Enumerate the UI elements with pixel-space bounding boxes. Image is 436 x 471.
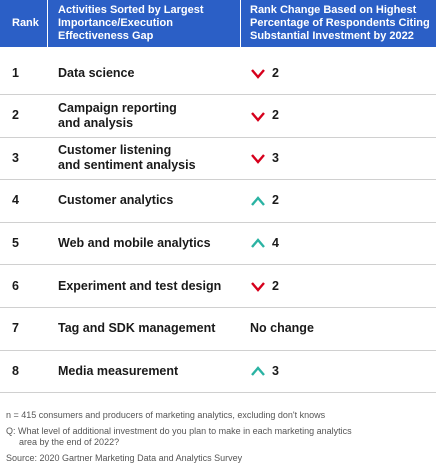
table-row: 8 Media measurement 3	[0, 350, 436, 394]
table-row: 6 Experiment and test design 2	[0, 265, 436, 308]
header-text: Rank Change Based on Highest	[250, 4, 417, 16]
change-cell: 2	[250, 95, 279, 137]
activity: Customer analytics	[58, 193, 174, 208]
activity-cell: Tag and SDK management	[58, 308, 215, 350]
rank-cell: 2	[12, 95, 19, 137]
arrow-up	[251, 366, 265, 376]
rank-change: 2	[272, 108, 279, 123]
rank-cell: 6	[12, 265, 19, 307]
rank-change: 2	[272, 278, 279, 293]
header-text: Substantial Investment by 2022	[250, 30, 414, 42]
table-row: 5 Web and mobile analytics 4	[0, 222, 436, 266]
activity: Customer listening	[58, 143, 172, 158]
rank-change: 2	[272, 65, 279, 80]
header-cell: Rank	[12, 0, 39, 47]
header-text: Importance/Execution	[58, 17, 173, 29]
rank-change: 2	[272, 193, 279, 208]
change-cell: No change	[250, 308, 314, 350]
arrow-up	[251, 238, 265, 249]
table-header: Rank Activities Sorted by Largest Import…	[0, 0, 436, 47]
table-row: 3 Customer listening and sentiment analysi…	[0, 137, 436, 181]
change-cell: 3	[250, 137, 279, 179]
rank: 2	[12, 108, 19, 123]
rank-cell: 5	[12, 222, 19, 264]
rank-cell: 4	[12, 180, 19, 222]
activity-cell: Web and mobile analytics	[58, 222, 211, 264]
table-row: 1 Data science 2	[0, 52, 436, 95]
separator	[240, 0, 241, 47]
change-cell: 2	[250, 265, 279, 307]
rank-cell: 3	[12, 137, 19, 179]
activity: and sentiment analysis	[58, 158, 196, 173]
rank-change: 3	[272, 150, 279, 165]
note: area by the end of 2022?	[19, 437, 120, 447]
header-text: Rank	[12, 17, 39, 29]
table-row: 4 Customer analytics 2	[0, 180, 436, 223]
activity: Campaign reporting	[58, 100, 177, 115]
header-cell: Activities Sorted by Largest Importance/…	[58, 0, 204, 47]
change-cell: 2	[250, 52, 279, 94]
rank-change: No change	[250, 321, 314, 336]
rank: 5	[12, 235, 19, 250]
activity: Tag and SDK management	[58, 321, 216, 336]
rank: 8	[12, 363, 19, 378]
table-row: 2 Campaign reporting and analysis 2	[0, 95, 436, 138]
rank-cell: 1	[12, 52, 19, 94]
chevron	[251, 238, 265, 249]
chevron	[251, 111, 265, 122]
activity-cell: Media measurement	[58, 350, 178, 392]
header-text: Effectiveness Gap	[58, 30, 154, 42]
rank: 3	[12, 150, 19, 165]
activity: Experiment and test design	[58, 278, 222, 293]
note: Q: What level of additional investment d…	[6, 426, 352, 436]
rank: 4	[12, 193, 19, 208]
chevron	[251, 69, 265, 79]
arrow-down	[251, 282, 265, 292]
activity: Data science	[58, 65, 135, 80]
note: n = 415 consumers and producers of marke…	[6, 410, 326, 420]
rank: 1	[12, 65, 19, 80]
rank-change: 3	[272, 363, 279, 378]
table-row: 7 Tag and SDK management No change	[0, 308, 436, 351]
note: Source: 2020 Gartner Marketing Data and …	[6, 453, 243, 463]
arrow-up	[251, 195, 265, 206]
activity-cell: Campaign reporting and analysis	[58, 95, 177, 137]
arrow-down	[251, 69, 265, 79]
header-text: Percentage of Respondents Citing	[250, 17, 430, 29]
rank-cell: 7	[12, 308, 19, 350]
header-text: Activities Sorted by Largest	[58, 4, 204, 16]
arrow-down	[251, 154, 265, 165]
separator	[47, 0, 48, 47]
activity-cell: Customer listening and sentiment analysis	[58, 137, 196, 179]
activity-cell: Experiment and test design	[58, 265, 221, 307]
rank: 6	[12, 278, 19, 293]
chevron	[251, 366, 265, 376]
arrow-down	[251, 111, 265, 122]
header-cell: Rank Change Based on Highest Percentage …	[250, 0, 430, 47]
activity: Web and mobile analytics	[58, 235, 211, 250]
chevron	[251, 282, 265, 292]
rank: 7	[12, 321, 19, 336]
change-cell: 4	[250, 222, 279, 264]
chevron	[251, 195, 265, 206]
activity-cell: Customer analytics	[58, 180, 173, 222]
rank-cell: 8	[12, 350, 19, 392]
activity-cell: Data science	[58, 52, 134, 94]
change-cell: 3	[250, 350, 279, 392]
activity: Media measurement	[58, 363, 179, 378]
chevron	[251, 154, 265, 165]
rank-change: 4	[272, 235, 279, 250]
activity: and analysis	[58, 115, 134, 130]
change-cell: 2	[250, 180, 279, 222]
